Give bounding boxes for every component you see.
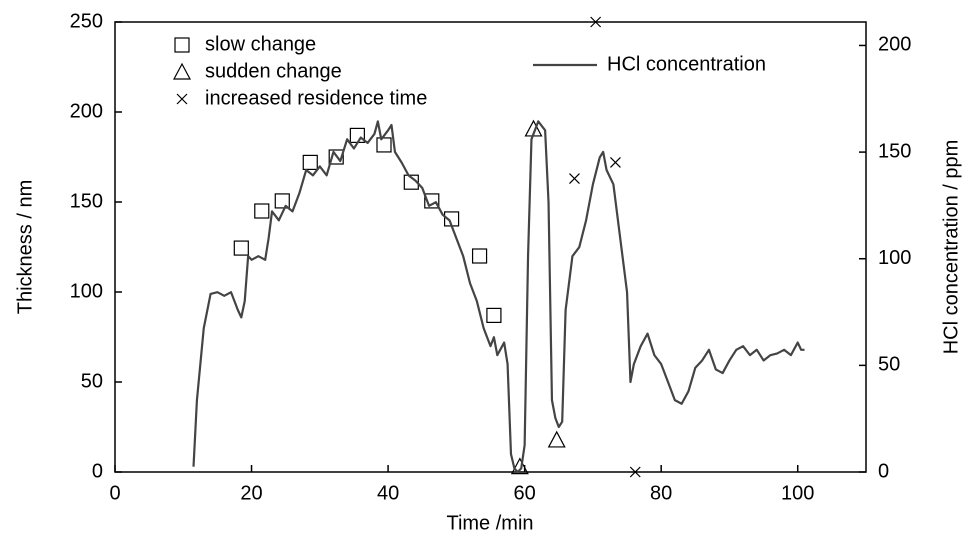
y2-tick-label: 0: [878, 460, 889, 482]
marker-square: [471, 248, 488, 264]
marker-cross: [590, 16, 602, 28]
legend-label: HCl concentration: [607, 53, 766, 75]
marker-square: [424, 193, 440, 209]
x-axis-label: Time /min: [446, 512, 533, 534]
marker-square: [376, 137, 392, 153]
y2-tick-label: 100: [878, 247, 911, 269]
y2-tick-label: 200: [878, 34, 911, 56]
legend-label: slow change: [205, 33, 316, 55]
x-tick-label: 40: [377, 482, 399, 504]
y2-axis-label: HCl concentration / ppm: [940, 140, 962, 355]
legend-marker: [176, 93, 188, 105]
marker-square: [328, 149, 344, 165]
marker-square: [233, 240, 249, 256]
marker-triangle: [510, 457, 529, 475]
x-tick-label: 80: [650, 482, 672, 504]
marker-cross: [569, 173, 580, 185]
legend-marker: [173, 62, 191, 80]
marker-cross: [610, 156, 621, 168]
y-tick-label: 50: [81, 370, 103, 392]
plot-frame: [114, 21, 867, 473]
y-axis-label: Thickness / nm: [14, 180, 36, 314]
marker-cross: [629, 466, 641, 478]
x-tick-label: 20: [240, 482, 262, 504]
y-tick-label: 200: [70, 100, 103, 122]
marker-square: [254, 203, 270, 219]
data-line: [192, 120, 805, 474]
y2-tick-label: 150: [878, 140, 911, 162]
legend-label: sudden change: [205, 60, 342, 82]
x-tick-label: 0: [109, 482, 120, 504]
x-tick-label: 60: [514, 482, 536, 504]
marker-triangle: [547, 430, 566, 448]
y-tick-label: 0: [92, 460, 103, 482]
marker-square: [349, 127, 365, 143]
legend-label: increased residence time: [205, 87, 427, 109]
marker-square: [302, 154, 318, 170]
y-tick-label: 100: [70, 280, 103, 302]
marker-square: [486, 307, 502, 323]
y-tick-label: 250: [70, 10, 103, 32]
marker-square: [274, 193, 290, 209]
legend-marker: [174, 37, 190, 53]
y-tick-label: 150: [70, 190, 103, 212]
y2-tick-label: 50: [878, 354, 900, 376]
x-tick-label: 100: [781, 482, 814, 504]
